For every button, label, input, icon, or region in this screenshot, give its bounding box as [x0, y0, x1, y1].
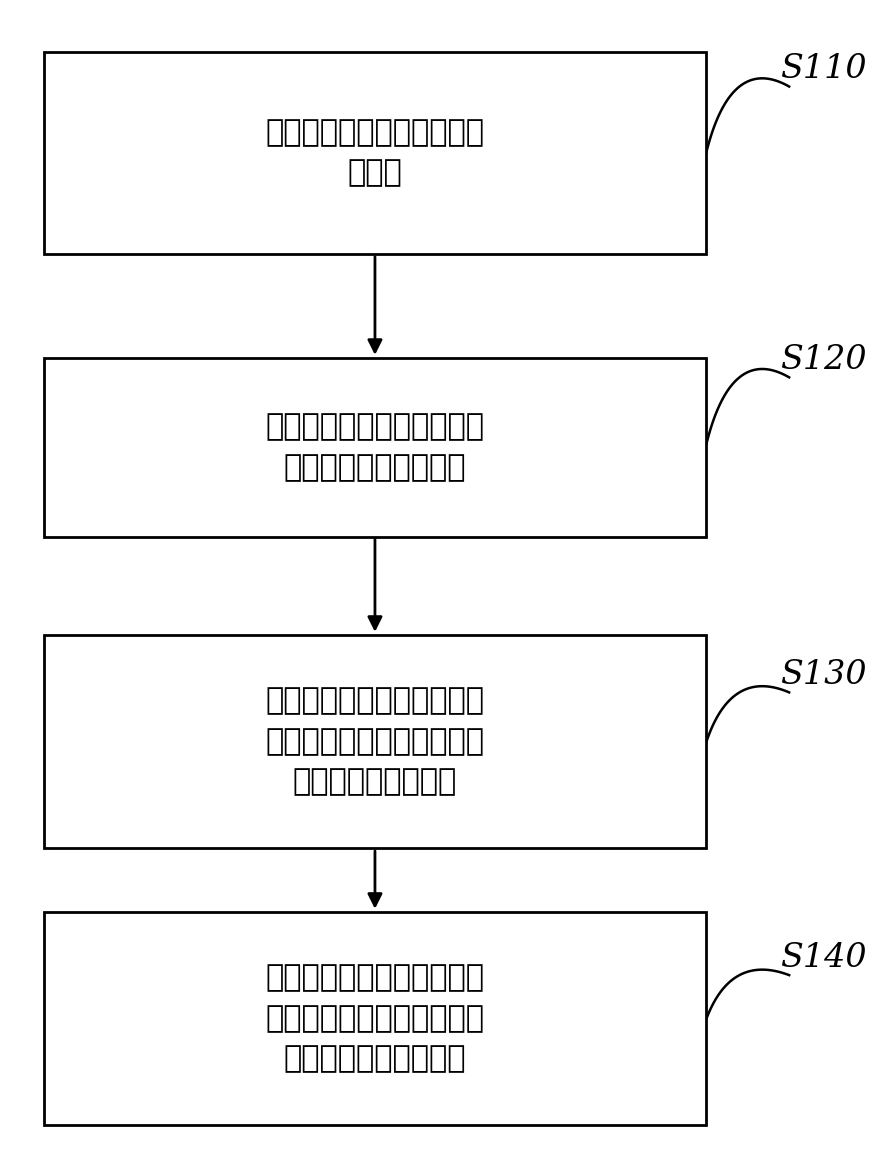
- Bar: [44, 635, 706, 848]
- Text: S110: S110: [780, 53, 867, 85]
- Bar: [44, 912, 706, 1125]
- Text: 将所述光纤清洗干净后放置
于镀膜仪中镀上金属膜: 将所述光纤清洗干净后放置 于镀膜仪中镀上金属膜: [265, 412, 485, 482]
- Text: 利用研磨膜刮擦所述镀上金
属膜的光纤侧面使金属膜分
成相互隔离的两部分: 利用研磨膜刮擦所述镀上金 属膜的光纤侧面使金属膜分 成相互隔离的两部分: [265, 687, 485, 796]
- Text: S120: S120: [780, 344, 867, 376]
- Text: 利用切割刀将光纤的出光端
面切平: 利用切割刀将光纤的出光端 面切平: [265, 118, 485, 188]
- Text: S140: S140: [780, 942, 867, 974]
- Text: 将所述光纤的端面上的金属
膜沿着侧面刮擦的痕迹挑开
，制作成一对金属电极: 将所述光纤的端面上的金属 膜沿着侧面刮擦的痕迹挑开 ，制作成一对金属电极: [265, 964, 485, 1073]
- Text: S130: S130: [780, 659, 867, 691]
- Bar: [44, 52, 706, 254]
- Bar: [44, 358, 706, 537]
